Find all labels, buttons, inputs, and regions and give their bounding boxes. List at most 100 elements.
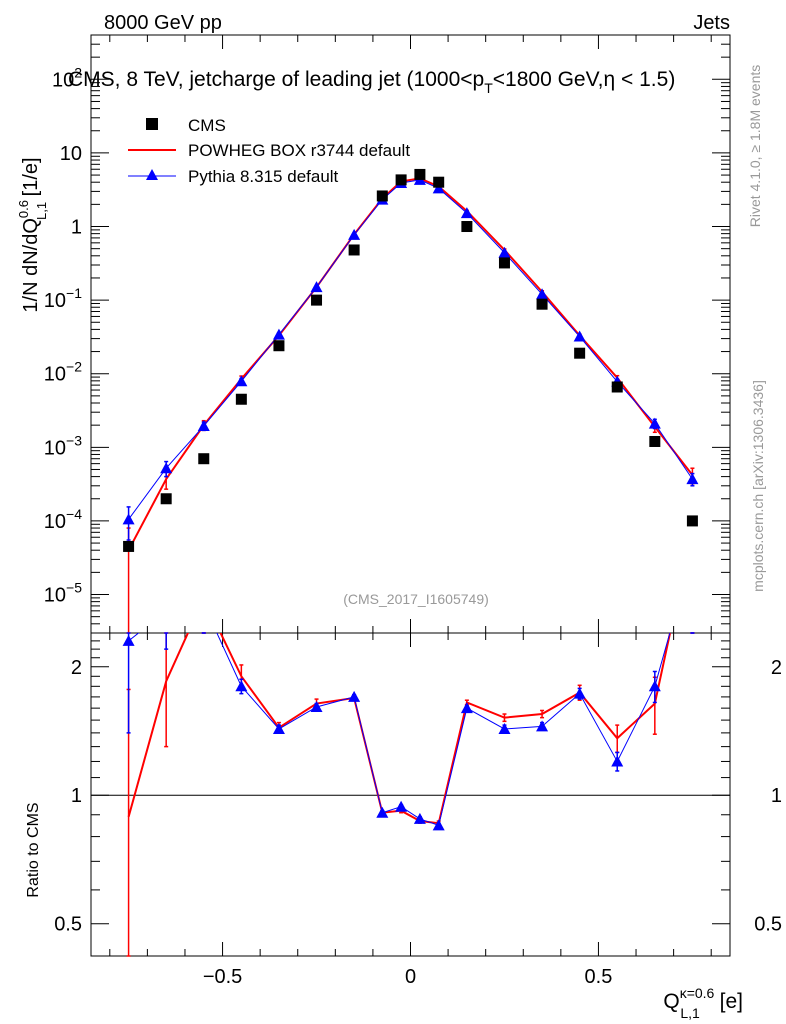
pythia-ratio-marker	[376, 806, 389, 818]
y-tick-label-base: 10	[44, 290, 66, 312]
cms-data-point	[311, 294, 323, 306]
cms-data-point	[273, 340, 285, 352]
pythia-ratio-marker	[235, 680, 248, 692]
cms-data-point	[123, 540, 135, 552]
ratio-tick-label-left: 1	[71, 785, 82, 807]
pythia-ratio-marker	[272, 722, 285, 734]
y-tick-label: 102	[52, 64, 82, 91]
pythia-ratio-marker	[395, 800, 408, 812]
pythia-main-marker	[432, 182, 445, 194]
cms-data-point	[395, 174, 407, 186]
cms-data-point	[376, 190, 388, 202]
x-axis-label: Qκ=0.6 L,1 [e]	[663, 985, 743, 1021]
y-tick-label: 10−2	[44, 359, 82, 386]
cms-data-point	[574, 347, 586, 359]
pythia-ratio-marker	[648, 680, 661, 692]
rivet-version-label: Rivet 4.1.0, ≥ 1.8M events	[747, 65, 763, 228]
y-tick-label-exponent: −2	[66, 359, 82, 375]
ratio-axis-ticks	[91, 632, 730, 956]
pythia-main-marker	[235, 375, 248, 387]
pythia-main-marker	[573, 330, 586, 342]
pythia-ratio-marker	[413, 812, 426, 824]
y-tick-label-base: 10	[44, 437, 66, 459]
x-axis-label-sub: L,1	[680, 1005, 700, 1021]
x-tick-label: 0	[405, 966, 416, 988]
pythia-main-marker	[536, 288, 549, 300]
pythia-main-marker	[160, 462, 173, 474]
pythia-main-marker	[648, 417, 661, 429]
legend-label-powheg: POWHEG BOX r3744 default	[188, 141, 410, 160]
y-tick-label-base: 10	[44, 585, 66, 607]
y-tick-label-base: 10	[44, 511, 66, 533]
y-axis-label-sub: L,1	[34, 202, 49, 220]
pythia-ratio-marker	[310, 700, 323, 712]
pythia-ratio-marker	[460, 702, 473, 714]
cms-data-point	[414, 168, 426, 180]
plot-title-main: CMS, 8 TeV, jetcharge of leading jet (10…	[68, 68, 484, 91]
pythia-main-marker	[310, 281, 323, 293]
x-axis-label-main: Q	[663, 990, 679, 1013]
y-tick-label-exponent: 2	[74, 64, 82, 80]
ratio-tick-label-right: 2	[771, 657, 782, 679]
powheg-ratio-line	[127, 633, 672, 825]
y-axis-label: 1/N dN/dQ0.6 L,1 [1/e]	[16, 157, 49, 312]
pythia-ratio-marker	[611, 755, 624, 767]
ratio-tick-label-left: 0.5	[54, 914, 82, 936]
main-plot-data	[122, 168, 699, 634]
pythia-ratio-marker	[536, 720, 549, 732]
cms-data-point	[160, 493, 172, 505]
pythia-ratio-marker	[348, 690, 361, 702]
y-tick-label-base: 10	[44, 364, 66, 386]
ratio-tick-label-right: 0.5	[754, 914, 782, 936]
y-axis-label-unit: [1/e]	[20, 157, 42, 201]
ratio-plot-data	[122, 632, 695, 957]
pythia-main-marker	[498, 246, 511, 258]
cms-data-point	[686, 515, 698, 527]
pythia-main-marker	[348, 228, 361, 240]
pythia-ratio-marker	[432, 819, 445, 831]
pythia-main-marker	[272, 328, 285, 340]
y-tick-label-base: 10	[52, 69, 74, 91]
legend-marker-cms	[146, 118, 158, 130]
y-tick-label-exponent: −5	[66, 580, 82, 596]
plot-title-sub: T	[484, 80, 493, 96]
y-tick-label: 10	[60, 143, 82, 165]
y-axis-label-main: 1/N dN/dQ	[20, 218, 42, 312]
pythia-main-marker	[686, 473, 699, 485]
ratio-tick-label-left: 2	[71, 657, 82, 679]
cms-data-point	[498, 257, 510, 269]
plot-title-rest: <1800 GeV,η < 1.5)	[493, 68, 676, 91]
legend-label-cms: CMS	[188, 116, 226, 135]
pythia-main-marker	[197, 419, 210, 431]
y-tick-label: 1	[71, 217, 82, 239]
cms-data-point	[198, 453, 210, 465]
cms-data-point	[536, 298, 548, 310]
x-tick-label: 0.5	[585, 966, 613, 988]
analysis-watermark: (CMS_2017_I1605749)	[343, 591, 489, 607]
y-tick-label: 10−1	[44, 285, 82, 312]
category-label: Jets	[693, 12, 730, 34]
y-tick-label-exponent: −1	[66, 285, 82, 301]
legend: CMS POWHEG BOX r3744 default Pythia 8.31…	[128, 116, 410, 186]
cms-data-point	[611, 381, 623, 393]
x-axis-label-unit: [e]	[714, 990, 743, 1013]
cms-data-point	[348, 244, 360, 256]
cms-data-point	[649, 435, 661, 447]
legend-label-pythia: Pythia 8.315 default	[188, 167, 339, 186]
y-tick-label-exponent: −3	[66, 432, 82, 448]
x-tick-label: −0.5	[203, 966, 242, 988]
pythia-main-line	[128, 179, 693, 520]
y-tick-label: 10−4	[44, 506, 82, 533]
ratio-tick-label-right: 1	[771, 785, 782, 807]
ratio-axis-label: Ratio to CMS	[25, 802, 42, 897]
main-axis-ticks	[91, 34, 730, 634]
pythia-ratio-line	[128, 633, 671, 827]
y-axis-label-sup: 0.6	[16, 200, 31, 218]
main-panel-frame	[90, 34, 731, 634]
pythia-main-marker	[122, 513, 135, 525]
legend-marker-pythia	[146, 169, 158, 180]
x-axis-label-sup: κ=0.6	[680, 985, 715, 1001]
pythia-ratio-marker	[573, 687, 586, 699]
